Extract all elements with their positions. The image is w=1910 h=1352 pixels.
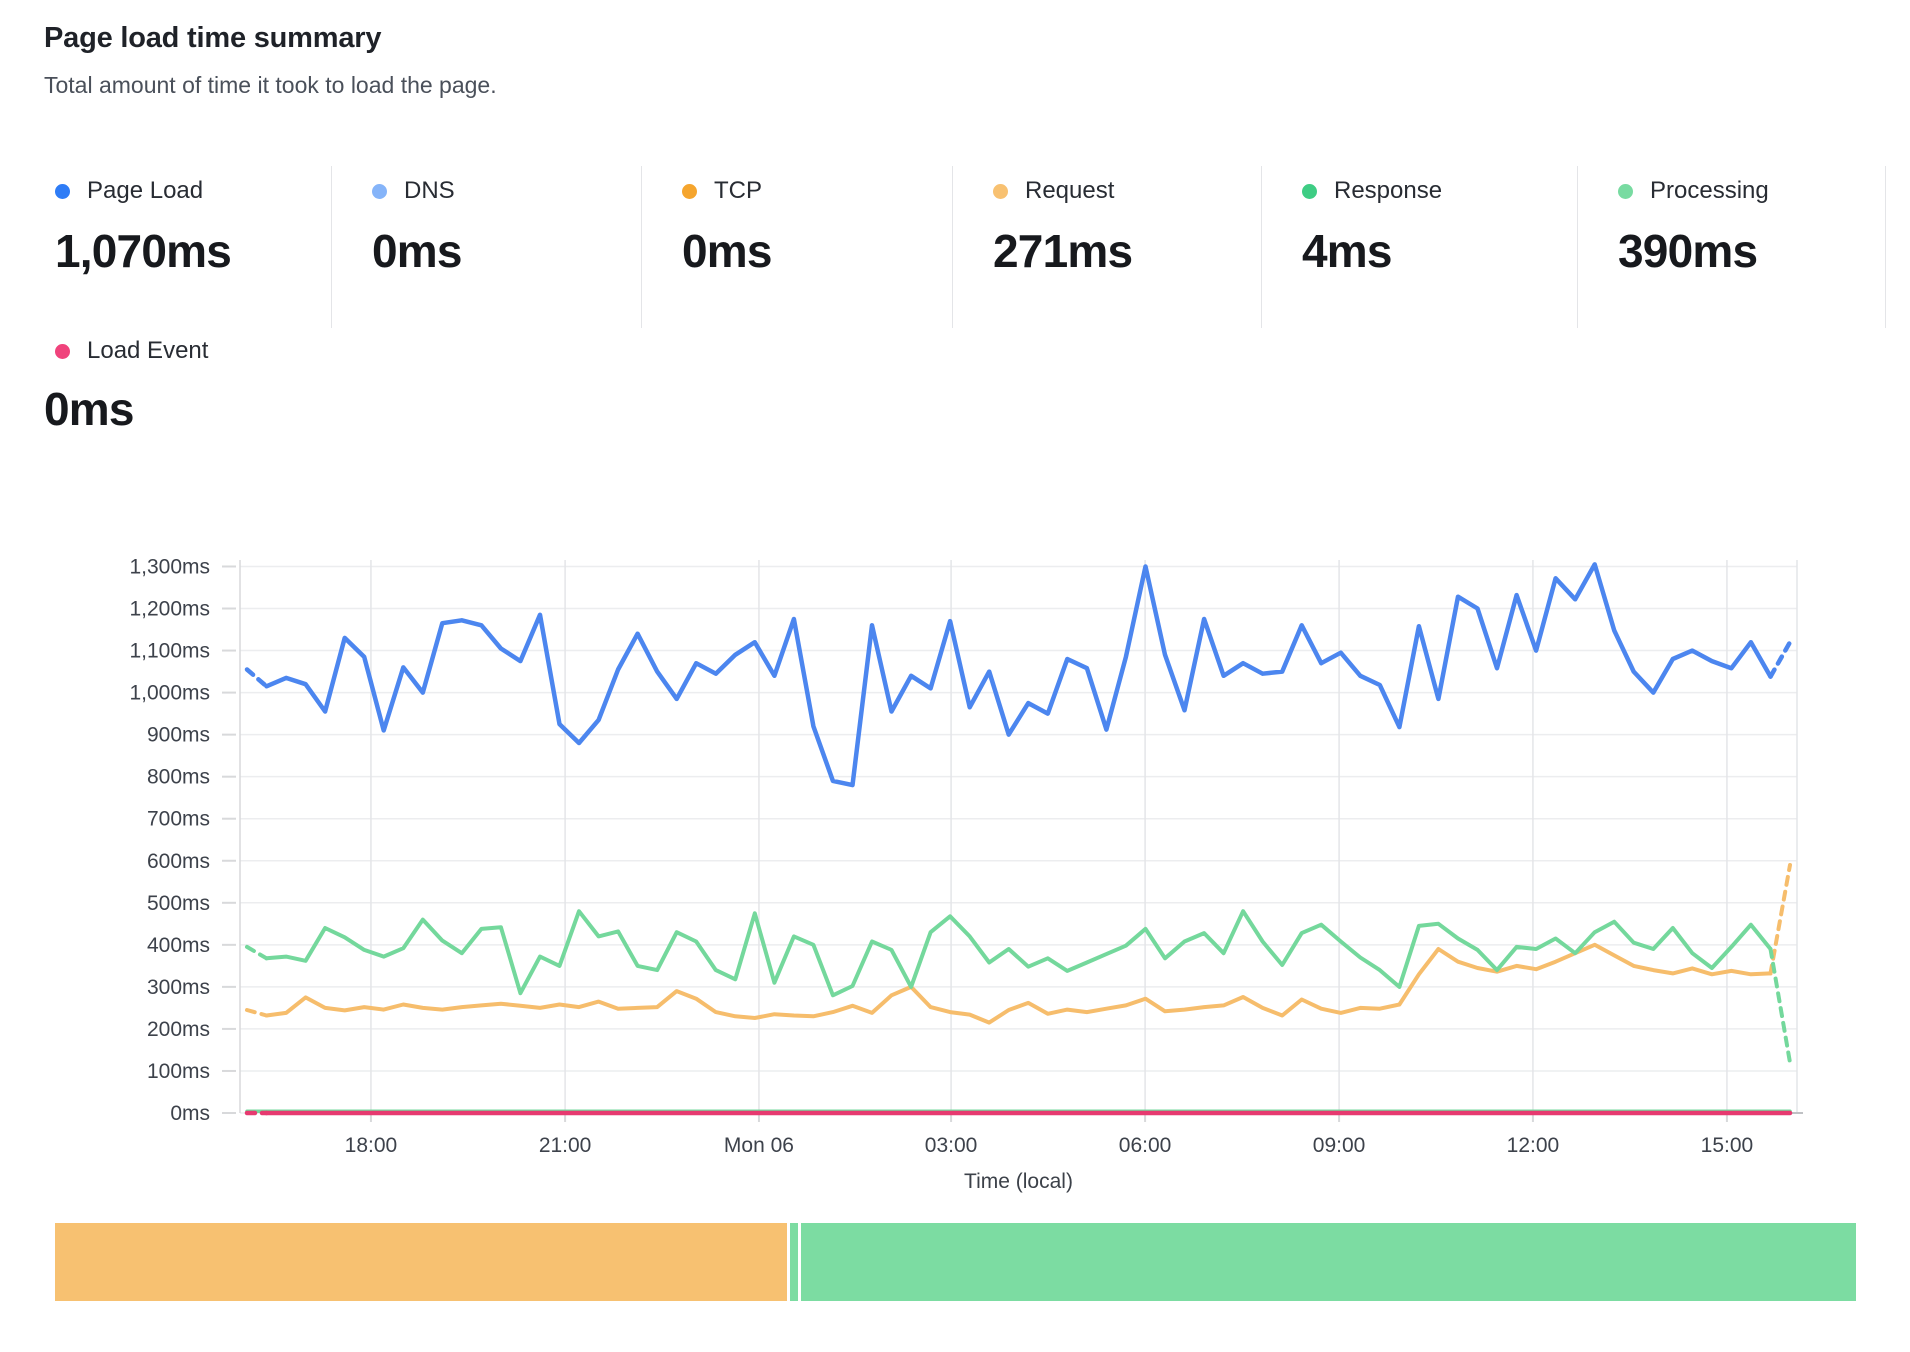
- response-dot-icon: [1302, 183, 1317, 199]
- load-event-dot-icon: [55, 343, 70, 359]
- series-processing: [245, 909, 1792, 1065]
- y-axis-tick-label: 100ms: [147, 1060, 210, 1083]
- stat-value: 390ms: [1618, 225, 1758, 277]
- stat-value: 0ms: [372, 225, 462, 277]
- processing-dot-icon: [1618, 183, 1633, 199]
- dns-dot-icon: [372, 183, 387, 199]
- stat-request: Request 271ms: [953, 166, 1262, 328]
- range-segment-processing-range[interactable]: [801, 1223, 1856, 1301]
- page-load-time-chart[interactable]: 0ms 100ms 200ms 300ms 400ms 500ms 600ms 700ms 80…: [0, 0, 1910, 1215]
- x-axis-tick-label: 06:00: [1119, 1134, 1172, 1157]
- stat-load-event: Load Event 0ms: [44, 336, 208, 436]
- y-axis-tick-label: 800ms: [147, 766, 210, 789]
- tcp-dot-icon: [682, 183, 697, 199]
- stat-label: Response: [1334, 177, 1443, 204]
- y-axis-tick-label: 200ms: [147, 1018, 210, 1041]
- stat-value: 0ms: [682, 225, 772, 277]
- range-segment-divider: [787, 1223, 790, 1301]
- stat-value: 0ms: [44, 383, 134, 435]
- stat-label: Processing: [1650, 177, 1769, 204]
- stat-dns: DNS 0ms: [332, 166, 642, 328]
- y-axis-tick-label: 300ms: [147, 976, 210, 999]
- y-axis-tick-label: 500ms: [147, 892, 210, 915]
- x-axis-tick-label: 03:00: [925, 1134, 978, 1157]
- page-load-dot-icon: [55, 183, 70, 199]
- y-axis-tick-label: 600ms: [147, 850, 210, 873]
- y-axis-tick-label: 1,300ms: [129, 555, 210, 578]
- stat-label: Page Load: [87, 177, 204, 204]
- chart-grid: 0ms 100ms 200ms 300ms 400ms 500ms 600ms 700ms 80…: [129, 555, 1803, 1157]
- page-title: Page load time summary: [44, 22, 382, 54]
- y-axis-tick-label: 400ms: [147, 934, 210, 957]
- x-axis-tick-label: 18:00: [345, 1134, 398, 1157]
- y-axis-tick-label: 0ms: [170, 1102, 210, 1125]
- y-axis-tick-label: 1,000ms: [129, 682, 210, 705]
- stat-label: DNS: [404, 177, 455, 204]
- x-axis-tick-label: 21:00: [539, 1134, 592, 1157]
- y-axis-tick-label: 1,100ms: [129, 640, 210, 663]
- stat-value: 1,070ms: [55, 225, 232, 277]
- x-axis-tick-label: 09:00: [1313, 1134, 1366, 1157]
- stat-value: 4ms: [1302, 225, 1392, 277]
- stat-response: Response 4ms: [1262, 166, 1578, 328]
- stat-label: Load Event: [87, 337, 209, 364]
- request-dot-icon: [993, 183, 1008, 199]
- stat-label: TCP: [714, 177, 762, 204]
- time-range-selector-bar[interactable]: [55, 1223, 1856, 1301]
- y-axis-tick-label: 700ms: [147, 808, 210, 831]
- stat-value: 271ms: [993, 225, 1133, 277]
- x-axis-title: Time (local): [964, 1170, 1073, 1193]
- x-axis-tick-label: Mon 06: [724, 1134, 794, 1157]
- stat-tcp: TCP 0ms: [642, 166, 953, 328]
- page-subtitle: Total amount of time it took to load the…: [44, 72, 497, 98]
- y-axis-tick-label: 900ms: [147, 724, 210, 747]
- range-segment-processing-range-thin[interactable]: [790, 1223, 798, 1301]
- stat-processing: Processing 390ms: [1578, 166, 1886, 328]
- range-segment-request-range[interactable]: [55, 1223, 787, 1301]
- stat-label: Request: [1025, 177, 1115, 204]
- x-axis-tick-label: 12:00: [1507, 1134, 1560, 1157]
- legend-stats-row: Page Load 1,070ms DNS 0ms TCP 0ms Reques…: [44, 166, 1886, 328]
- y-axis-tick-label: 1,200ms: [129, 598, 210, 621]
- series-page-load: [244, 562, 1793, 788]
- stat-page-load: Page Load 1,070ms: [44, 166, 332, 328]
- x-axis-tick-label: 15:00: [1701, 1134, 1754, 1157]
- series-request: [245, 863, 1792, 1025]
- range-segment-divider: [798, 1223, 801, 1301]
